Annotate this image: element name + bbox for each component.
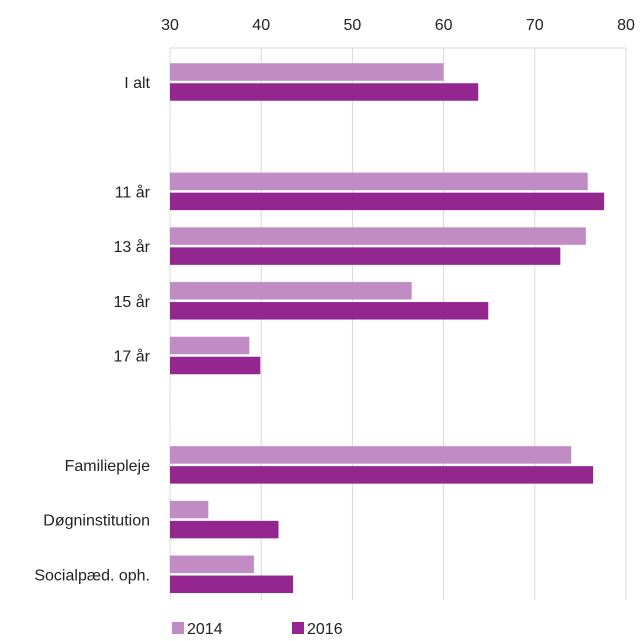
x-tick-label: 60	[435, 17, 453, 34]
bar-2016-17-år	[170, 356, 261, 375]
bar-2016-familiepleje	[170, 466, 594, 484]
category-label-17-år: 17 år	[114, 348, 151, 366]
bar-2014-13-år	[170, 227, 586, 245]
x-axis-ticks: 30 40 50 60 70 80	[161, 17, 635, 34]
category-labels: I alt 11 år 13 år 15 år 17 år Familiepleje Døg…	[34, 75, 150, 584]
x-tick-label: 30	[161, 17, 179, 34]
bar-2014-familiepleje	[170, 446, 572, 464]
legend: 2014 2016	[172, 621, 343, 638]
category-label-15-år: 15 år	[114, 293, 151, 311]
category-label-11-år: 11 år	[115, 183, 151, 201]
bars	[170, 63, 605, 594]
x-tick-label: 50	[344, 17, 362, 34]
gridlines	[169, 47, 627, 600]
bar-2014-i-alt	[170, 63, 444, 81]
category-label-døgninstitution: Døgninstitution	[43, 513, 150, 530]
legend-label-2016: 2016	[307, 621, 343, 638]
category-label-i-alt: I alt	[124, 75, 150, 92]
category-label-socialpæd-oph: Socialpæd. oph.	[34, 567, 150, 584]
bar-2014-11-år	[170, 172, 588, 191]
category-label-familiepleje: Familiepleje	[65, 458, 150, 475]
bar-2016-socialpæd-oph	[170, 575, 294, 594]
bar-2014-17-år	[170, 336, 250, 355]
x-tick-label: 80	[617, 17, 635, 34]
legend-swatch-2014	[172, 622, 184, 634]
bar-2014-socialpæd-oph	[170, 555, 254, 574]
bar-2016-11-år	[170, 192, 605, 211]
bar-2014-15-år	[170, 282, 412, 300]
legend-label-2014: 2014	[187, 621, 223, 638]
category-label-13-år: 13 år	[114, 238, 151, 256]
x-tick-label: 40	[252, 17, 270, 34]
legend-swatch-2016	[292, 622, 304, 634]
x-tick-label: 70	[526, 17, 544, 34]
bar-2016-13-år	[170, 247, 561, 265]
bar-2016-15-år	[170, 302, 489, 320]
bar-2016-i-alt	[170, 83, 479, 101]
bar-2016-døgninstitution	[170, 520, 279, 539]
bar-2014-døgninstitution	[170, 500, 209, 519]
